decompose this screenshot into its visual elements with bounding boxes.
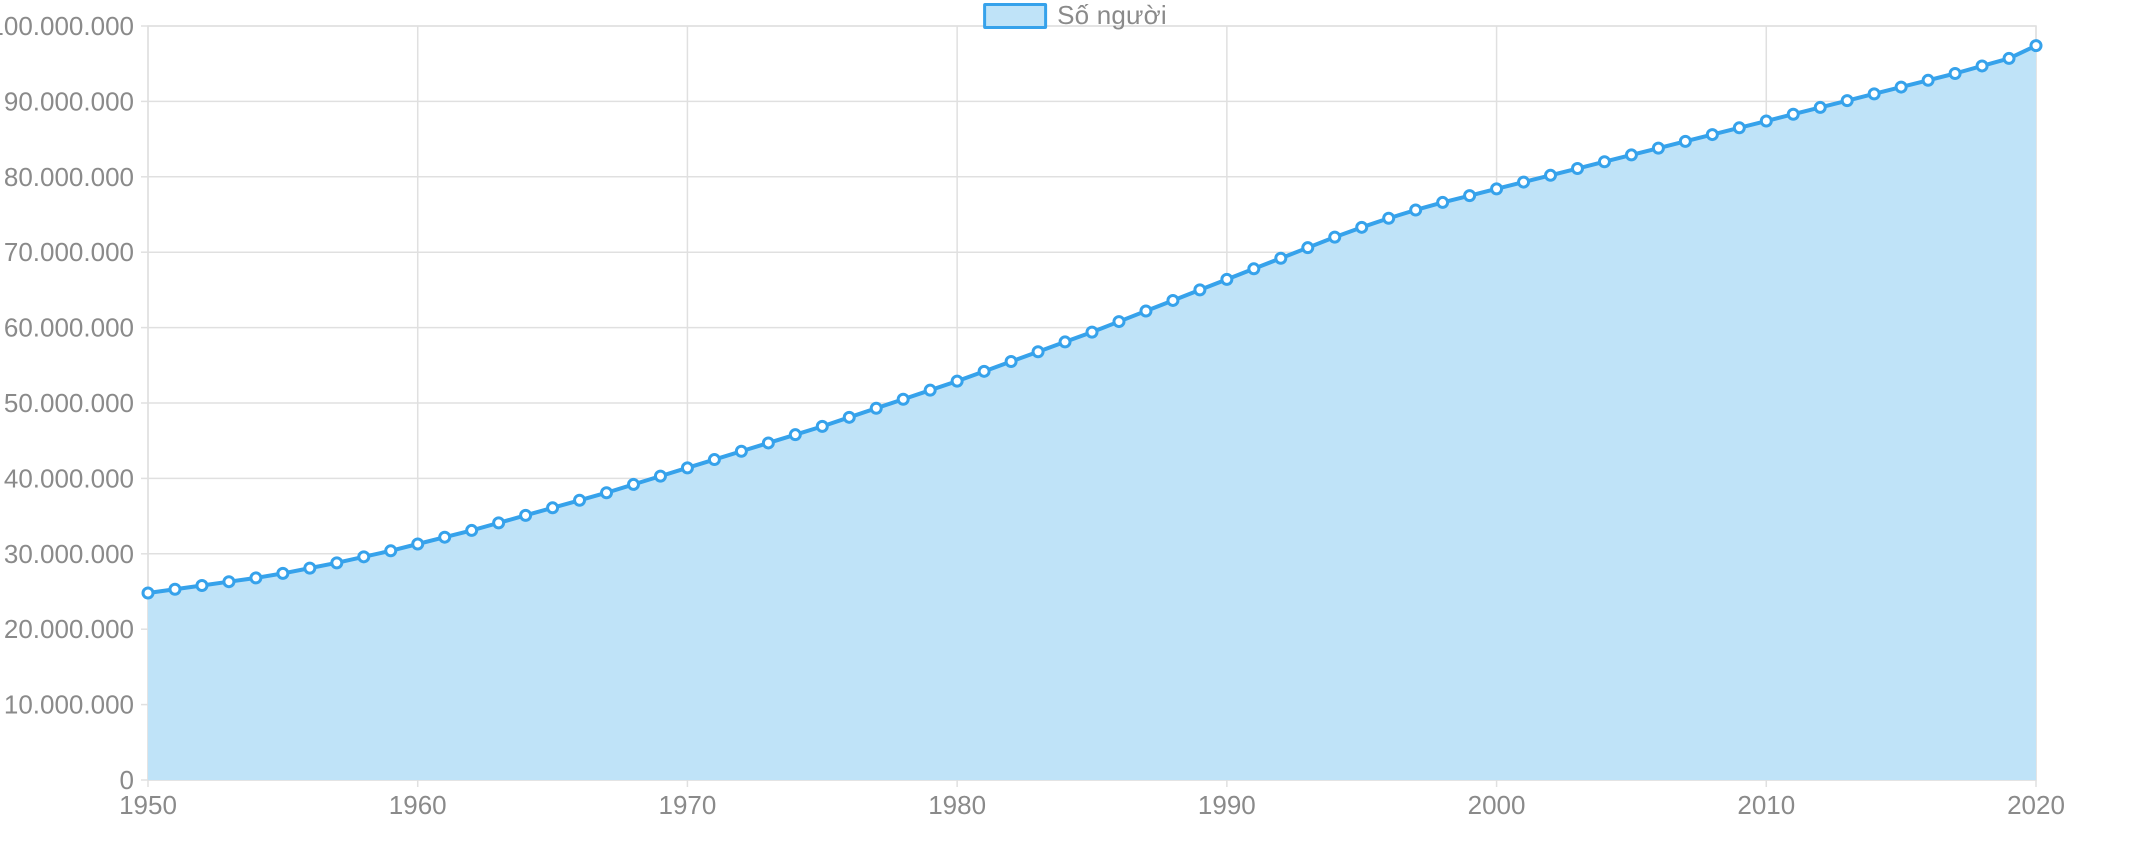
legend: Số người [983, 0, 1167, 31]
y-tick-label: 50.000.000 [4, 388, 134, 418]
data-point[interactable] [1222, 274, 1232, 284]
data-point[interactable] [1572, 164, 1582, 174]
data-point[interactable] [1815, 102, 1825, 112]
data-point[interactable] [1626, 150, 1636, 160]
y-tick-label: 30.000.000 [4, 539, 134, 569]
data-point[interactable] [1896, 82, 1906, 92]
data-point[interactable] [1869, 89, 1879, 99]
data-point[interactable] [709, 455, 719, 465]
data-point[interactable] [143, 588, 153, 598]
data-point[interactable] [871, 403, 881, 413]
data-point[interactable] [1977, 61, 1987, 71]
x-tick-label: 1990 [1198, 790, 1256, 820]
y-tick-label: 80.000.000 [4, 162, 134, 192]
data-point[interactable] [979, 366, 989, 376]
data-point[interactable] [1599, 157, 1609, 167]
data-point[interactable] [386, 546, 396, 556]
data-point[interactable] [251, 573, 261, 583]
data-point[interactable] [1249, 264, 1259, 274]
data-point[interactable] [440, 532, 450, 542]
y-tick-label: 10.000.000 [4, 690, 134, 720]
y-tick-label: 60.000.000 [4, 313, 134, 343]
series-area [148, 46, 2036, 780]
data-point[interactable] [170, 584, 180, 594]
legend-label: Số người [1057, 0, 1167, 31]
data-point[interactable] [1546, 170, 1556, 180]
data-point[interactable] [898, 394, 908, 404]
data-point[interactable] [575, 495, 585, 505]
y-tick-label: 70.000.000 [4, 237, 134, 267]
y-tick-label: 40.000.000 [4, 463, 134, 493]
data-point[interactable] [682, 463, 692, 473]
data-point[interactable] [790, 430, 800, 440]
legend-swatch [983, 3, 1047, 29]
data-point[interactable] [1357, 222, 1367, 232]
x-tick-label: 2010 [1737, 790, 1795, 820]
data-point[interactable] [1060, 337, 1070, 347]
data-point[interactable] [602, 488, 612, 498]
data-point[interactable] [1411, 205, 1421, 215]
data-point[interactable] [2031, 41, 2041, 51]
data-point[interactable] [1788, 109, 1798, 119]
data-point[interactable] [278, 568, 288, 578]
data-point[interactable] [1653, 143, 1663, 153]
data-point[interactable] [1276, 253, 1286, 263]
data-point[interactable] [197, 580, 207, 590]
data-point[interactable] [1707, 130, 1717, 140]
area-chart: 010.000.00020.000.00030.000.00040.000.00… [0, 0, 2150, 842]
data-point[interactable] [1195, 285, 1205, 295]
y-tick-label: 20.000.000 [4, 614, 134, 644]
data-point[interactable] [1303, 243, 1313, 253]
data-point[interactable] [1761, 116, 1771, 126]
data-point[interactable] [736, 446, 746, 456]
y-tick-label: 90.000.000 [4, 86, 134, 116]
data-point[interactable] [628, 479, 638, 489]
data-point[interactable] [332, 558, 342, 568]
x-tick-label: 1950 [119, 790, 177, 820]
data-point[interactable] [817, 421, 827, 431]
data-point[interactable] [305, 563, 315, 573]
data-point[interactable] [521, 510, 531, 520]
data-point[interactable] [1680, 136, 1690, 146]
data-point[interactable] [1465, 191, 1475, 201]
data-point[interactable] [1330, 232, 1340, 242]
data-point[interactable] [224, 577, 234, 587]
data-point[interactable] [1384, 213, 1394, 223]
x-tick-label: 2020 [2007, 790, 2065, 820]
data-point[interactable] [925, 385, 935, 395]
data-point[interactable] [548, 503, 558, 513]
data-point[interactable] [1033, 347, 1043, 357]
data-point[interactable] [1492, 184, 1502, 194]
x-tick-label: 1960 [389, 790, 447, 820]
data-point[interactable] [1114, 317, 1124, 327]
data-point[interactable] [359, 552, 369, 562]
x-tick-label: 1980 [928, 790, 986, 820]
data-point[interactable] [1141, 306, 1151, 316]
data-point[interactable] [1006, 357, 1016, 367]
data-point[interactable] [467, 525, 477, 535]
data-point[interactable] [763, 438, 773, 448]
data-point[interactable] [1087, 327, 1097, 337]
data-point[interactable] [413, 539, 423, 549]
data-point[interactable] [952, 376, 962, 386]
x-tick-label: 2000 [1468, 790, 1526, 820]
data-point[interactable] [844, 412, 854, 422]
data-point[interactable] [1519, 177, 1529, 187]
data-point[interactable] [1842, 96, 1852, 106]
data-point[interactable] [1923, 75, 1933, 85]
data-point[interactable] [1438, 197, 1448, 207]
data-point[interactable] [1950, 69, 1960, 79]
x-tick-label: 1970 [659, 790, 717, 820]
data-point[interactable] [2004, 53, 2014, 63]
data-point[interactable] [1168, 295, 1178, 305]
data-point[interactable] [655, 471, 665, 481]
data-point[interactable] [494, 518, 504, 528]
data-point[interactable] [1734, 123, 1744, 133]
chart-container: Số người 010.000.00020.000.00030.000.000… [0, 0, 2150, 842]
y-tick-label: 100.000.000 [0, 11, 134, 41]
